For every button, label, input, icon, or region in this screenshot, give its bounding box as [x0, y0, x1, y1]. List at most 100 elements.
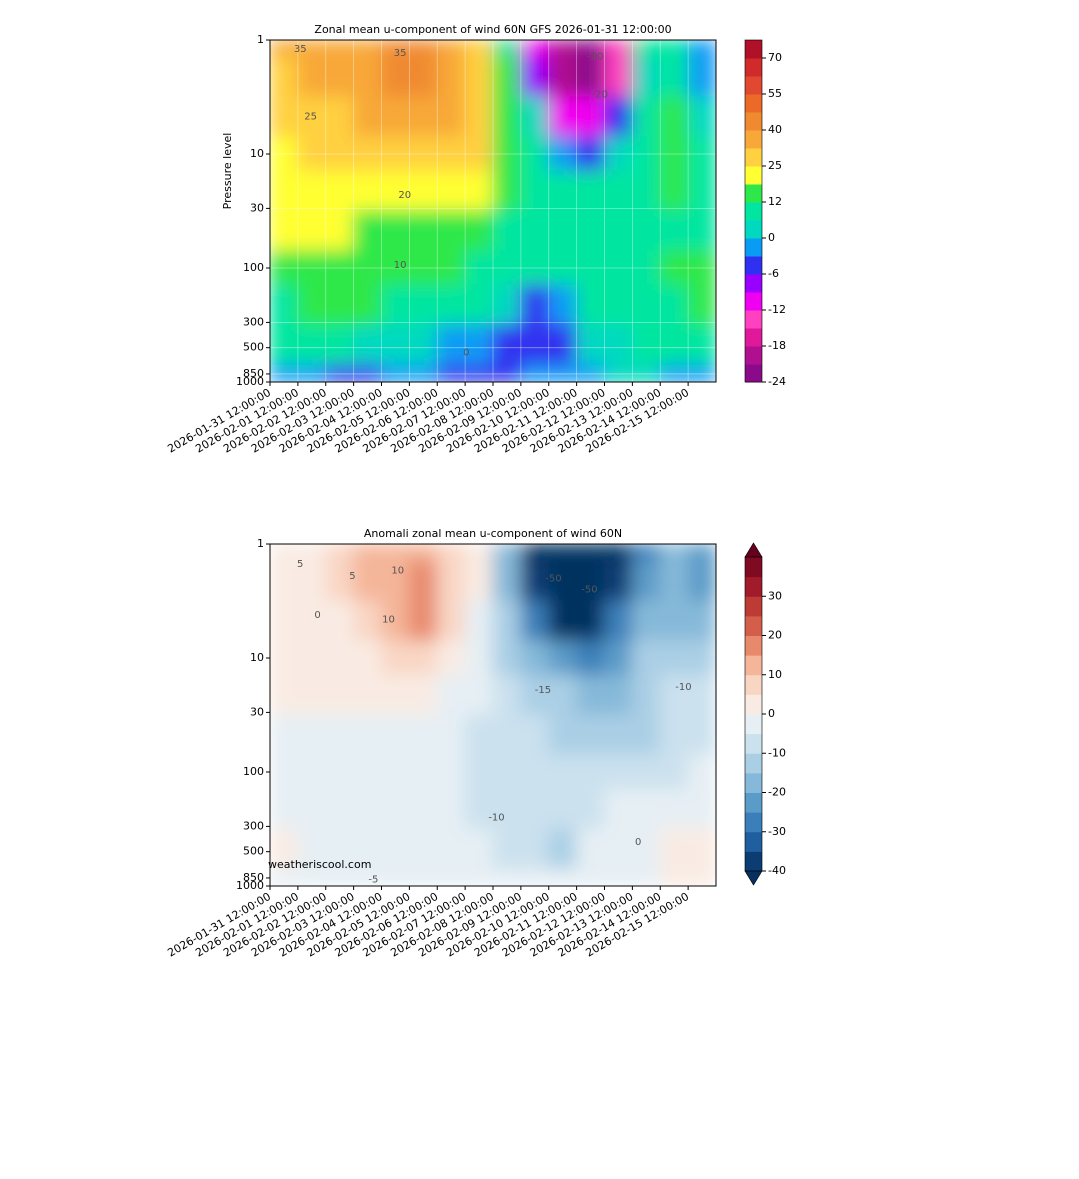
cell: [520, 544, 550, 562]
cell: [325, 754, 355, 790]
cell: [297, 544, 327, 562]
contour-label: -20: [592, 89, 608, 100]
cell: [548, 250, 578, 286]
cell: [381, 324, 410, 366]
cell: [492, 544, 522, 562]
contour-label: 20: [398, 190, 411, 201]
cell: [381, 284, 410, 326]
cell: [576, 868, 605, 886]
cell: [297, 170, 327, 212]
cell: [631, 324, 661, 366]
cell: [687, 868, 716, 886]
cell: [353, 788, 382, 830]
cell: [381, 136, 410, 172]
colorbar-swatch: [745, 292, 762, 311]
cell: [297, 136, 327, 172]
cell: [464, 788, 494, 830]
cell: [464, 640, 494, 676]
cell: [631, 714, 661, 756]
cell: [436, 788, 466, 830]
cell: [604, 560, 633, 602]
cell: [297, 284, 327, 326]
cell: [631, 674, 661, 716]
cell: [464, 714, 494, 756]
y-tick-label: 500: [243, 341, 264, 354]
cell: [436, 868, 466, 886]
cell: [464, 210, 494, 252]
cell: [604, 364, 633, 382]
cell: [381, 754, 410, 790]
colorbar-swatch: [745, 714, 762, 735]
contour-label: 10: [391, 565, 404, 576]
cell: [604, 324, 633, 366]
cell: [520, 250, 550, 286]
cell: [436, 364, 466, 382]
cell: [520, 56, 550, 98]
heatmap: 35 35 25 -20 -20 20 10 0: [270, 40, 716, 382]
cell: [604, 600, 633, 642]
cell: [576, 284, 605, 326]
cell: [353, 560, 382, 602]
cell: [325, 600, 355, 642]
cell: [520, 96, 550, 138]
cell: [436, 324, 466, 366]
cell: [631, 788, 661, 830]
cell: [381, 96, 410, 138]
cell: [576, 364, 605, 382]
y-tick-label: 850: [243, 871, 264, 884]
watermark: weatheriscool.com: [268, 858, 371, 871]
colorbar-swatch: [745, 772, 762, 793]
cell: [381, 788, 410, 830]
cell: [687, 324, 716, 366]
contour-label: -50: [581, 584, 597, 595]
colorbar-swatch: [745, 576, 762, 597]
colorbar-tick-label: -20: [768, 786, 786, 799]
cell: [548, 40, 578, 58]
cell: [631, 828, 661, 870]
cell: [297, 250, 327, 286]
cell: [576, 788, 605, 830]
cell: [436, 714, 466, 756]
cell: [576, 324, 605, 366]
colorbar-swatch: [745, 58, 762, 77]
cell: [325, 788, 355, 830]
cell: [576, 640, 605, 676]
cell: [687, 714, 716, 756]
cell: [520, 136, 550, 172]
cell: [353, 284, 382, 326]
cell: [576, 674, 605, 716]
cell: [436, 284, 466, 326]
cell: [492, 674, 522, 716]
cell: [492, 250, 522, 286]
cell: [353, 324, 382, 366]
cell: [520, 324, 550, 366]
cell: [520, 868, 550, 886]
cell: [492, 284, 522, 326]
cell: [270, 828, 299, 870]
colorbar-swatch: [745, 130, 762, 149]
cell: [270, 560, 299, 602]
colorbar-tick-label: 70: [768, 51, 782, 64]
cell: [576, 560, 605, 602]
cell: [408, 210, 438, 252]
cell: [436, 828, 466, 870]
cell: [687, 250, 716, 286]
y-tick-label: 100: [243, 765, 264, 778]
cell: [353, 600, 382, 642]
cell: [381, 40, 410, 58]
cell: [548, 364, 578, 382]
cell: [464, 136, 494, 172]
cell: [520, 754, 550, 790]
cell: [659, 250, 689, 286]
cell: [325, 868, 355, 886]
colorbar-swatch: [745, 753, 762, 774]
cell: [464, 170, 494, 212]
colorbar-swatch: [745, 148, 762, 167]
cell: [687, 600, 716, 642]
cell: [270, 544, 299, 562]
cell: [687, 210, 716, 252]
cell: [464, 674, 494, 716]
cell: [492, 136, 522, 172]
cell: [604, 136, 633, 172]
